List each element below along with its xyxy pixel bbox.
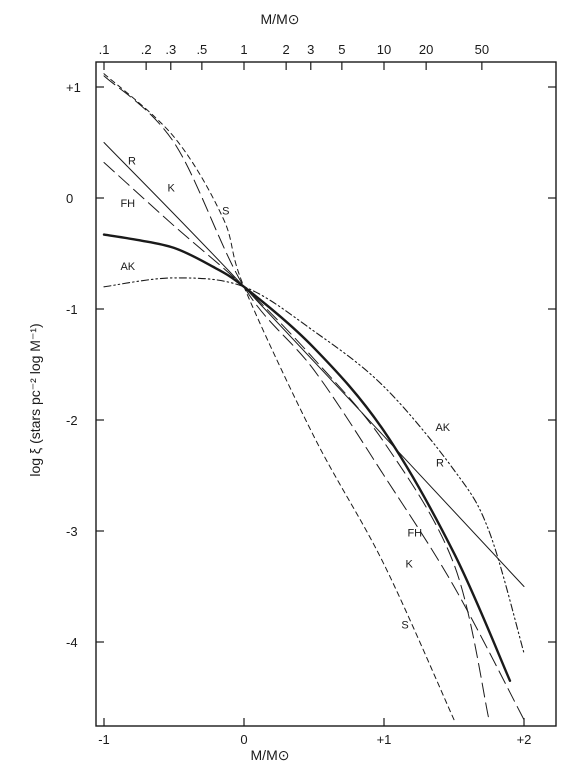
y-tick-label: -3	[66, 524, 78, 539]
top-tick-label: .5	[196, 42, 207, 57]
series-label: S	[222, 206, 229, 218]
top-tick-label: .3	[165, 42, 176, 57]
series-label: R	[128, 156, 136, 168]
series-label: S	[401, 620, 408, 632]
top-tick-label: .2	[141, 42, 152, 57]
y-tick-label: -4	[66, 635, 78, 650]
y-tick-label: -2	[66, 413, 78, 428]
series-line-s	[103, 73, 455, 721]
ticks-layer: -1 0 +1 +2 .1 .2 .3 .5 1 2 3 5 10 20 50 +1 0 -1 -2 -3 -4	[66, 42, 556, 747]
top-tick-label: .1	[99, 42, 110, 57]
series-label: FH	[120, 198, 135, 210]
series-line-fh	[103, 162, 490, 721]
y-tick-label: 0	[66, 191, 73, 206]
top-tick-label: 50	[475, 42, 489, 57]
x-tick-label: 0	[240, 732, 247, 747]
labels-layer: R R K K S S FH FH AK AK	[120, 156, 450, 632]
x-tick-label: +2	[517, 732, 532, 747]
series-label: FH	[407, 528, 422, 540]
series-label: AK	[120, 261, 135, 273]
bottom-axis-title: M/M⊙	[251, 747, 290, 763]
top-tick-label: 3	[307, 42, 314, 57]
y-axis-title: log ξ (stars pc⁻² log M⁻¹)	[27, 323, 43, 476]
y-tick-label: +1	[66, 80, 81, 95]
series-line-r	[103, 142, 525, 587]
series-line-k	[103, 75, 525, 721]
series-label: R	[436, 458, 444, 470]
top-tick-label: 20	[419, 42, 433, 57]
series-label: K	[168, 182, 176, 194]
series-label: K	[406, 559, 414, 571]
x-tick-label: +1	[377, 732, 392, 747]
top-axis-title: M/M⊙	[261, 11, 300, 27]
series-label: AK	[435, 422, 450, 434]
top-tick-label: 5	[338, 42, 345, 57]
top-tick-label: 2	[283, 42, 290, 57]
plot-frame	[95, 61, 557, 727]
x-tick-label: -1	[98, 732, 110, 747]
top-tick-label: 1	[240, 42, 247, 57]
top-tick-label: 10	[377, 42, 391, 57]
series-line-ak	[103, 277, 525, 654]
series-line-bold	[102, 233, 512, 682]
y-tick-label: -1	[66, 302, 78, 317]
series-layer	[102, 73, 525, 721]
